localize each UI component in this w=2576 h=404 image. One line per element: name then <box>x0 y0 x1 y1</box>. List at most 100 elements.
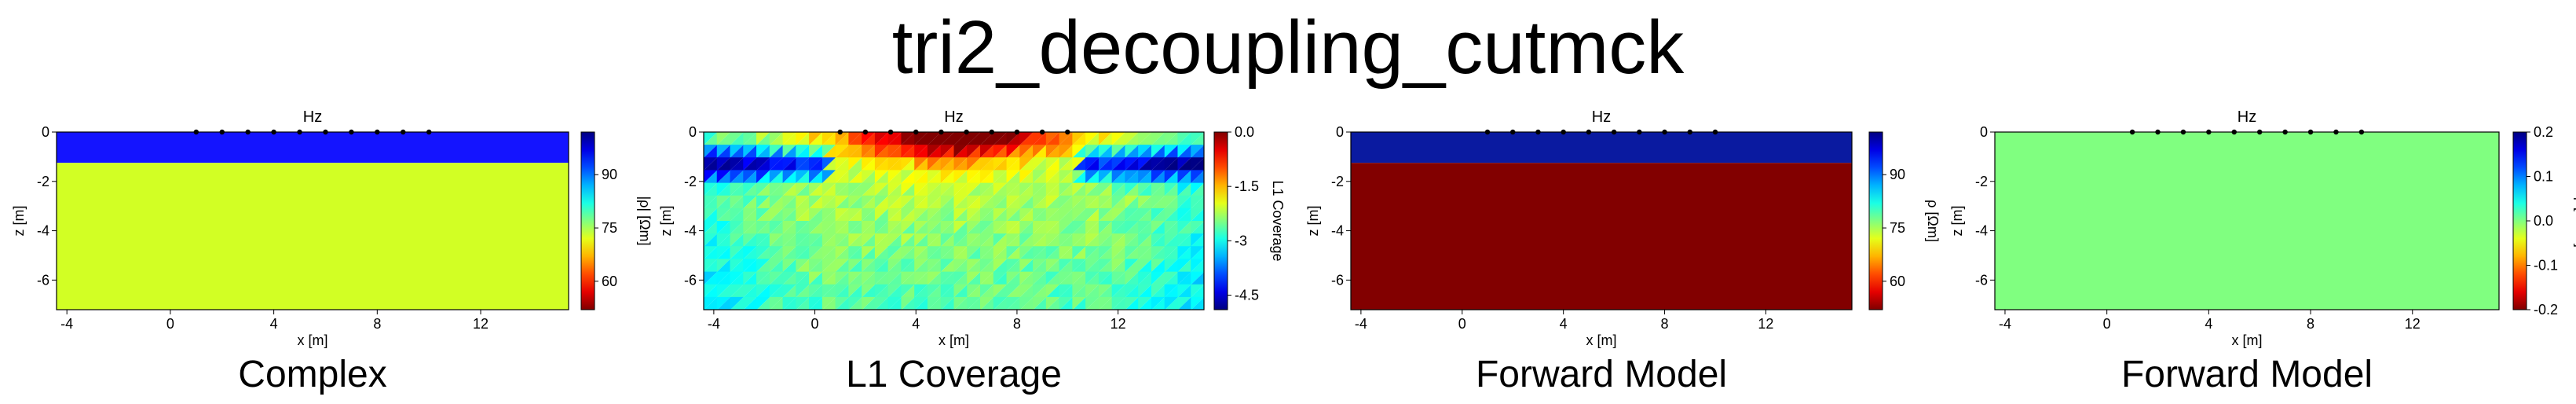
coverage-cell <box>782 157 796 171</box>
coverage-cell <box>1138 145 1152 158</box>
coverage-cell <box>1072 233 1086 247</box>
coverage-cell <box>1072 145 1086 158</box>
x-tick-label: 4 <box>912 316 920 332</box>
coverage-cell <box>1098 246 1113 260</box>
coverage-cell <box>993 284 1008 298</box>
coverage-cell <box>927 259 942 273</box>
coverage-cell <box>1019 284 1034 298</box>
coverage-cell <box>940 195 955 209</box>
coverage-cell <box>1033 208 1047 222</box>
coverage-cell <box>1033 145 1047 158</box>
coverage-cell <box>1019 221 1034 234</box>
coverage-cell <box>1019 195 1034 209</box>
coverage-cell <box>1164 195 1179 209</box>
coverage-cell <box>1019 132 1034 145</box>
coverage-cell <box>1006 284 1020 298</box>
coverage-cell <box>1059 284 1073 298</box>
colorbar-tick-label: 75 <box>602 220 617 236</box>
coverage-cell <box>914 284 928 298</box>
coverage-cell <box>887 296 902 310</box>
model-layer-1 <box>57 132 569 163</box>
coverage-cell <box>1151 208 1165 222</box>
coverage-cell <box>1177 170 1191 184</box>
coverage-cell <box>1045 233 1060 247</box>
coverage-cell <box>1059 182 1073 196</box>
coverage-cell <box>821 132 836 145</box>
coverage-cell <box>1164 284 1179 298</box>
coverage-cell <box>1045 271 1060 285</box>
coverage-cell <box>1059 246 1073 260</box>
coverage-cell <box>914 195 928 209</box>
coverage-cell <box>848 233 862 247</box>
coverage-cell <box>1125 271 1139 285</box>
coverage-cell <box>1085 233 1100 247</box>
coverage-cell <box>967 157 981 171</box>
coverage-cell <box>874 284 889 298</box>
coverage-cell <box>874 132 889 145</box>
coverage-cell <box>940 132 955 145</box>
colorbar-tick-label: 90 <box>602 167 617 182</box>
coverage-cell <box>769 145 784 158</box>
coverage-cell <box>756 182 770 196</box>
coverage-cell <box>1006 284 1020 298</box>
coverage-cell <box>901 233 915 247</box>
coverage-cell <box>862 284 876 298</box>
coverage-cell <box>901 195 915 209</box>
coverage-cell <box>1045 233 1060 247</box>
coverage-cell <box>1151 157 1165 171</box>
coverage-cell <box>967 259 981 273</box>
coverage-cell <box>743 157 757 171</box>
coverage-cell <box>848 145 862 158</box>
coverage-cell <box>980 208 994 222</box>
coverage-cell <box>769 259 784 273</box>
coverage-cell <box>1019 132 1034 145</box>
coverage-cell <box>887 246 902 260</box>
coverage-cell <box>874 182 889 196</box>
colorbar-label: L1 Coverage <box>1270 180 1286 261</box>
coverage-cell <box>809 157 823 171</box>
coverage-cell <box>862 233 876 247</box>
coverage-cell <box>1164 182 1179 196</box>
coverage-cell <box>1072 246 1086 260</box>
coverage-cell <box>1033 296 1047 310</box>
coverage-cell <box>967 246 981 260</box>
coverage-cell <box>848 157 862 171</box>
coverage-cell <box>796 208 810 222</box>
coverage-cell <box>901 145 915 158</box>
coverage-cell <box>1151 284 1165 298</box>
coverage-cell <box>914 170 928 184</box>
coverage-cell <box>874 221 889 234</box>
coverage-cell <box>716 182 731 196</box>
coverage-cell <box>822 296 836 310</box>
coverage-cell <box>1177 221 1191 234</box>
coverage-cell <box>1072 195 1086 209</box>
coverage-cell <box>743 271 757 285</box>
x-tick-label: 8 <box>373 316 381 332</box>
coverage-cell <box>848 246 862 260</box>
coverage-cell <box>756 132 770 145</box>
y-tick-label: -6 <box>1975 272 1988 288</box>
coverage-cell <box>1138 271 1152 285</box>
coverage-cell <box>967 233 981 247</box>
coverage-cell <box>927 195 942 209</box>
coverage-cell <box>835 208 849 222</box>
coverage-cell <box>927 182 942 196</box>
coverage-cell <box>1164 157 1179 171</box>
coverage-cell <box>1125 284 1139 298</box>
coverage-cell <box>1019 157 1034 171</box>
coverage-cell <box>1125 195 1139 209</box>
coverage-cell <box>1059 284 1073 298</box>
coverage-cell <box>1098 259 1113 273</box>
coverage-cell <box>1164 296 1179 310</box>
coverage-cell <box>953 195 968 209</box>
coverage-cell <box>730 296 744 310</box>
coverage-cell <box>1191 132 1204 145</box>
coverage-cell <box>756 259 770 273</box>
coverage-cell <box>940 259 955 273</box>
coverage-cell <box>1164 182 1179 196</box>
coverage-cell <box>1098 246 1113 260</box>
coverage-cell <box>980 271 994 285</box>
coverage-cell <box>809 145 823 158</box>
coverage-cell <box>1138 157 1152 171</box>
coverage-cell <box>821 195 836 209</box>
